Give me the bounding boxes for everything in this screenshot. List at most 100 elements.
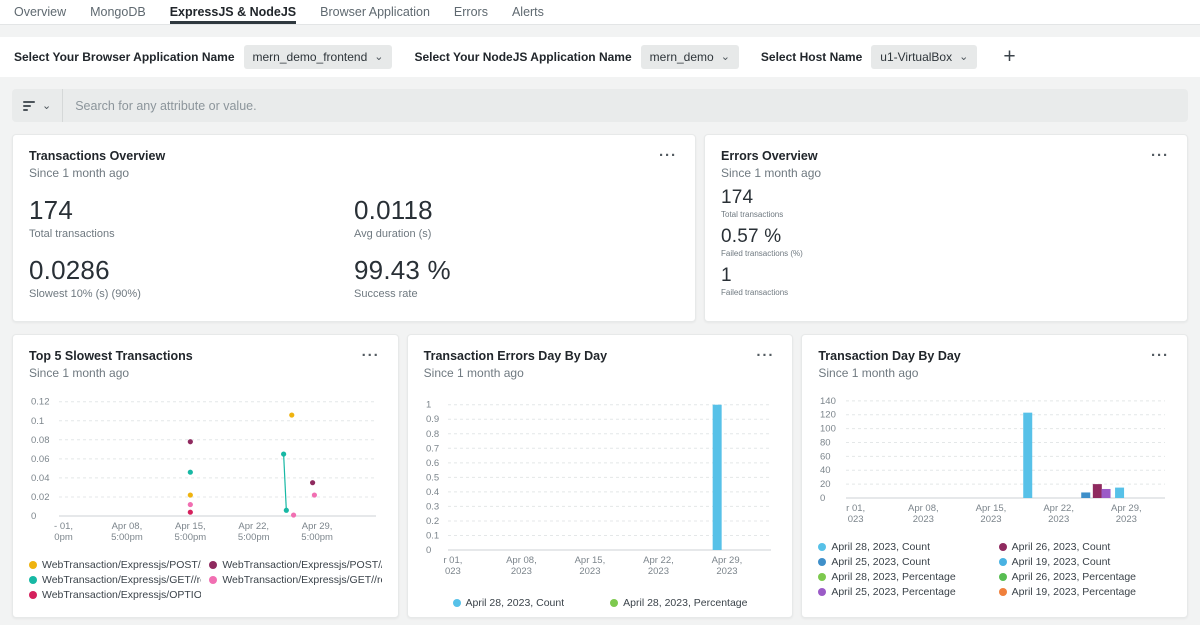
svg-text:2023: 2023 <box>716 566 737 577</box>
legend-label: April 25, 2023, Percentage <box>831 586 955 598</box>
svg-text:0.5: 0.5 <box>426 472 439 483</box>
legend-item[interactable]: April 26, 2023, Count <box>999 541 1171 553</box>
errors-metrics: 174Total transactions0.57 %Failed transa… <box>721 187 1171 297</box>
svg-text:0.08: 0.08 <box>31 435 50 446</box>
filter-bar: Select Your Browser Application Namemern… <box>0 37 1200 77</box>
charts-row: Top 5 Slowest Transactions Since 1 month… <box>12 334 1188 618</box>
svg-text:0.04: 0.04 <box>31 473 50 484</box>
legend-item[interactable]: April 28, 2023, Count <box>818 541 990 553</box>
browser-application-name-select[interactable]: mern_demo_frontend⌄ <box>244 45 393 69</box>
metric-label: Avg duration (s) <box>354 228 679 240</box>
svg-text:Apr 15,: Apr 15, <box>574 555 605 566</box>
card-menu-button[interactable]: ··· <box>1149 149 1171 163</box>
legend-color-dot <box>999 558 1007 566</box>
card-menu-button[interactable]: ··· <box>657 149 679 163</box>
svg-text:- 01,: - 01, <box>54 521 73 532</box>
legend-item[interactable]: WebTransaction/Expressjs/POST//... <box>29 559 201 571</box>
selected-value: mern_demo <box>650 50 714 64</box>
metric-label: Slowest 10% (s) (90%) <box>29 288 354 300</box>
chart-legend: WebTransaction/Expressjs/POST//... WebTra… <box>29 559 382 601</box>
card-menu-button[interactable]: ··· <box>1149 349 1171 363</box>
metric: 0.0118 Avg duration (s) <box>354 195 679 240</box>
svg-text:Apr 22,: Apr 22, <box>1044 503 1075 514</box>
tab-expressjs-nodejs[interactable]: ExpressJS & NodeJS <box>170 0 296 24</box>
transaction-day-by-day-chart[interactable]: 020406080100120140r 01,023Apr 08,2023Apr… <box>818 388 1171 535</box>
search-input[interactable] <box>63 89 1188 122</box>
legend-color-dot <box>453 599 461 607</box>
svg-text:40: 40 <box>820 465 831 476</box>
svg-text:2023: 2023 <box>1048 514 1069 525</box>
legend-item[interactable]: April 26, 2023, Percentage <box>999 571 1171 583</box>
svg-text:0.1: 0.1 <box>426 530 439 541</box>
svg-text:r 01,: r 01, <box>847 503 866 514</box>
legend-item[interactable]: WebTransaction/Expressjs/OPTION... <box>29 589 201 601</box>
tab-alerts[interactable]: Alerts <box>512 0 544 24</box>
legend-item[interactable]: April 19, 2023, Count <box>999 556 1171 568</box>
svg-text:r 01,: r 01, <box>443 555 462 566</box>
legend-item[interactable]: April 28, 2023, Count <box>453 597 565 609</box>
svg-text:5:00pm: 5:00pm <box>111 532 143 543</box>
nodejs-application-name-filter: Select Your NodeJS Application Name mern_… <box>414 45 738 69</box>
legend-label: April 28, 2023, Percentage <box>623 597 747 609</box>
legend-item[interactable]: WebTransaction/Expressjs/GET//re... <box>209 574 381 586</box>
metric-value: 0.57 % <box>721 226 1171 248</box>
svg-text:0: 0 <box>820 493 825 504</box>
legend-item[interactable]: April 25, 2023, Count <box>818 556 990 568</box>
metric-label: Total transactions <box>721 210 1171 219</box>
legend-item[interactable]: April 19, 2023, Percentage <box>999 586 1171 598</box>
svg-text:140: 140 <box>820 396 836 407</box>
legend-item[interactable]: WebTransaction/Expressjs/POST//r... <box>209 559 381 571</box>
legend-color-dot <box>209 561 217 569</box>
legend-color-dot <box>818 573 826 581</box>
tab-browser-application[interactable]: Browser Application <box>320 0 430 24</box>
legend-label: WebTransaction/Expressjs/OPTION... <box>42 589 201 601</box>
add-filter-button[interactable]: + <box>1003 49 1015 65</box>
legend-item[interactable]: April 28, 2023, Percentage <box>818 571 990 583</box>
svg-text:0.1: 0.1 <box>31 416 44 427</box>
tab-overview[interactable]: Overview <box>14 0 66 24</box>
transactions-overview-card: Transactions Overview Since 1 month ago … <box>12 134 696 322</box>
svg-text:100: 100 <box>820 424 836 435</box>
metric-value: 1 <box>721 265 1171 287</box>
metric-label: Failed transactions (%) <box>721 249 1171 258</box>
legend-color-dot <box>818 558 826 566</box>
transaction-errors-day-by-day-chart[interactable]: 00.10.20.30.40.50.60.70.80.91r 01,023Apr… <box>424 388 777 587</box>
overview-row: Transactions Overview Since 1 month ago … <box>12 134 1188 322</box>
svg-text:2023: 2023 <box>648 566 669 577</box>
chevron-down-icon: ⌄ <box>42 102 51 110</box>
card-menu-button[interactable]: ··· <box>754 349 776 363</box>
top-5-slowest-transactions-chart[interactable]: 00.020.040.060.080.10.12- 01,0pmApr 08,5… <box>29 388 382 553</box>
legend-item[interactable]: April 25, 2023, Percentage <box>818 586 990 598</box>
card-title: Transaction Errors Day By Day <box>424 349 607 363</box>
search-bar[interactable]: ⌄ <box>12 89 1188 122</box>
filter-icon <box>23 101 35 111</box>
card-title: Top 5 Slowest Transactions <box>29 349 193 363</box>
transaction-errors-day-by-day-card: Transaction Errors Day By Day Since 1 mo… <box>407 334 794 618</box>
card-menu-button[interactable]: ··· <box>360 349 382 363</box>
metric-label: Failed transactions <box>721 288 1171 297</box>
legend-label: WebTransaction/Expressjs/POST//... <box>42 559 201 571</box>
metric-label: Total transactions <box>29 228 354 240</box>
card-subtitle: Since 1 month ago <box>29 366 193 380</box>
tab-errors[interactable]: Errors <box>454 0 488 24</box>
card-title: Transactions Overview <box>29 149 165 163</box>
card-title: Errors Overview <box>721 149 821 163</box>
svg-text:0: 0 <box>426 545 431 556</box>
svg-text:0.9: 0.9 <box>426 414 439 425</box>
card-subtitle: Since 1 month ago <box>721 166 821 180</box>
chart-legend: April 28, 2023, Count April 28, 2023, Per… <box>424 597 777 609</box>
svg-text:1: 1 <box>426 400 431 411</box>
svg-text:0.6: 0.6 <box>426 458 439 469</box>
legend-item[interactable]: WebTransaction/Expressjs/GET//re... <box>29 574 201 586</box>
svg-text:0.7: 0.7 <box>426 443 439 454</box>
metric-value: 0.0118 <box>354 195 679 226</box>
nodejs-application-name-select[interactable]: mern_demo⌄ <box>641 45 739 69</box>
tab-mongodb[interactable]: MongoDB <box>90 0 146 24</box>
metric: 99.43 %Success rate <box>354 255 679 300</box>
legend-item[interactable]: April 28, 2023, Percentage <box>610 597 747 609</box>
filter-dropdown-button[interactable]: ⌄ <box>12 89 62 122</box>
nodejs-application-name-label: Select Your NodeJS Application Name <box>414 50 631 64</box>
host-name-select[interactable]: u1-VirtualBox⌄ <box>871 45 977 69</box>
legend-label: April 19, 2023, Percentage <box>1012 586 1136 598</box>
svg-text:Apr 22,: Apr 22, <box>643 555 674 566</box>
